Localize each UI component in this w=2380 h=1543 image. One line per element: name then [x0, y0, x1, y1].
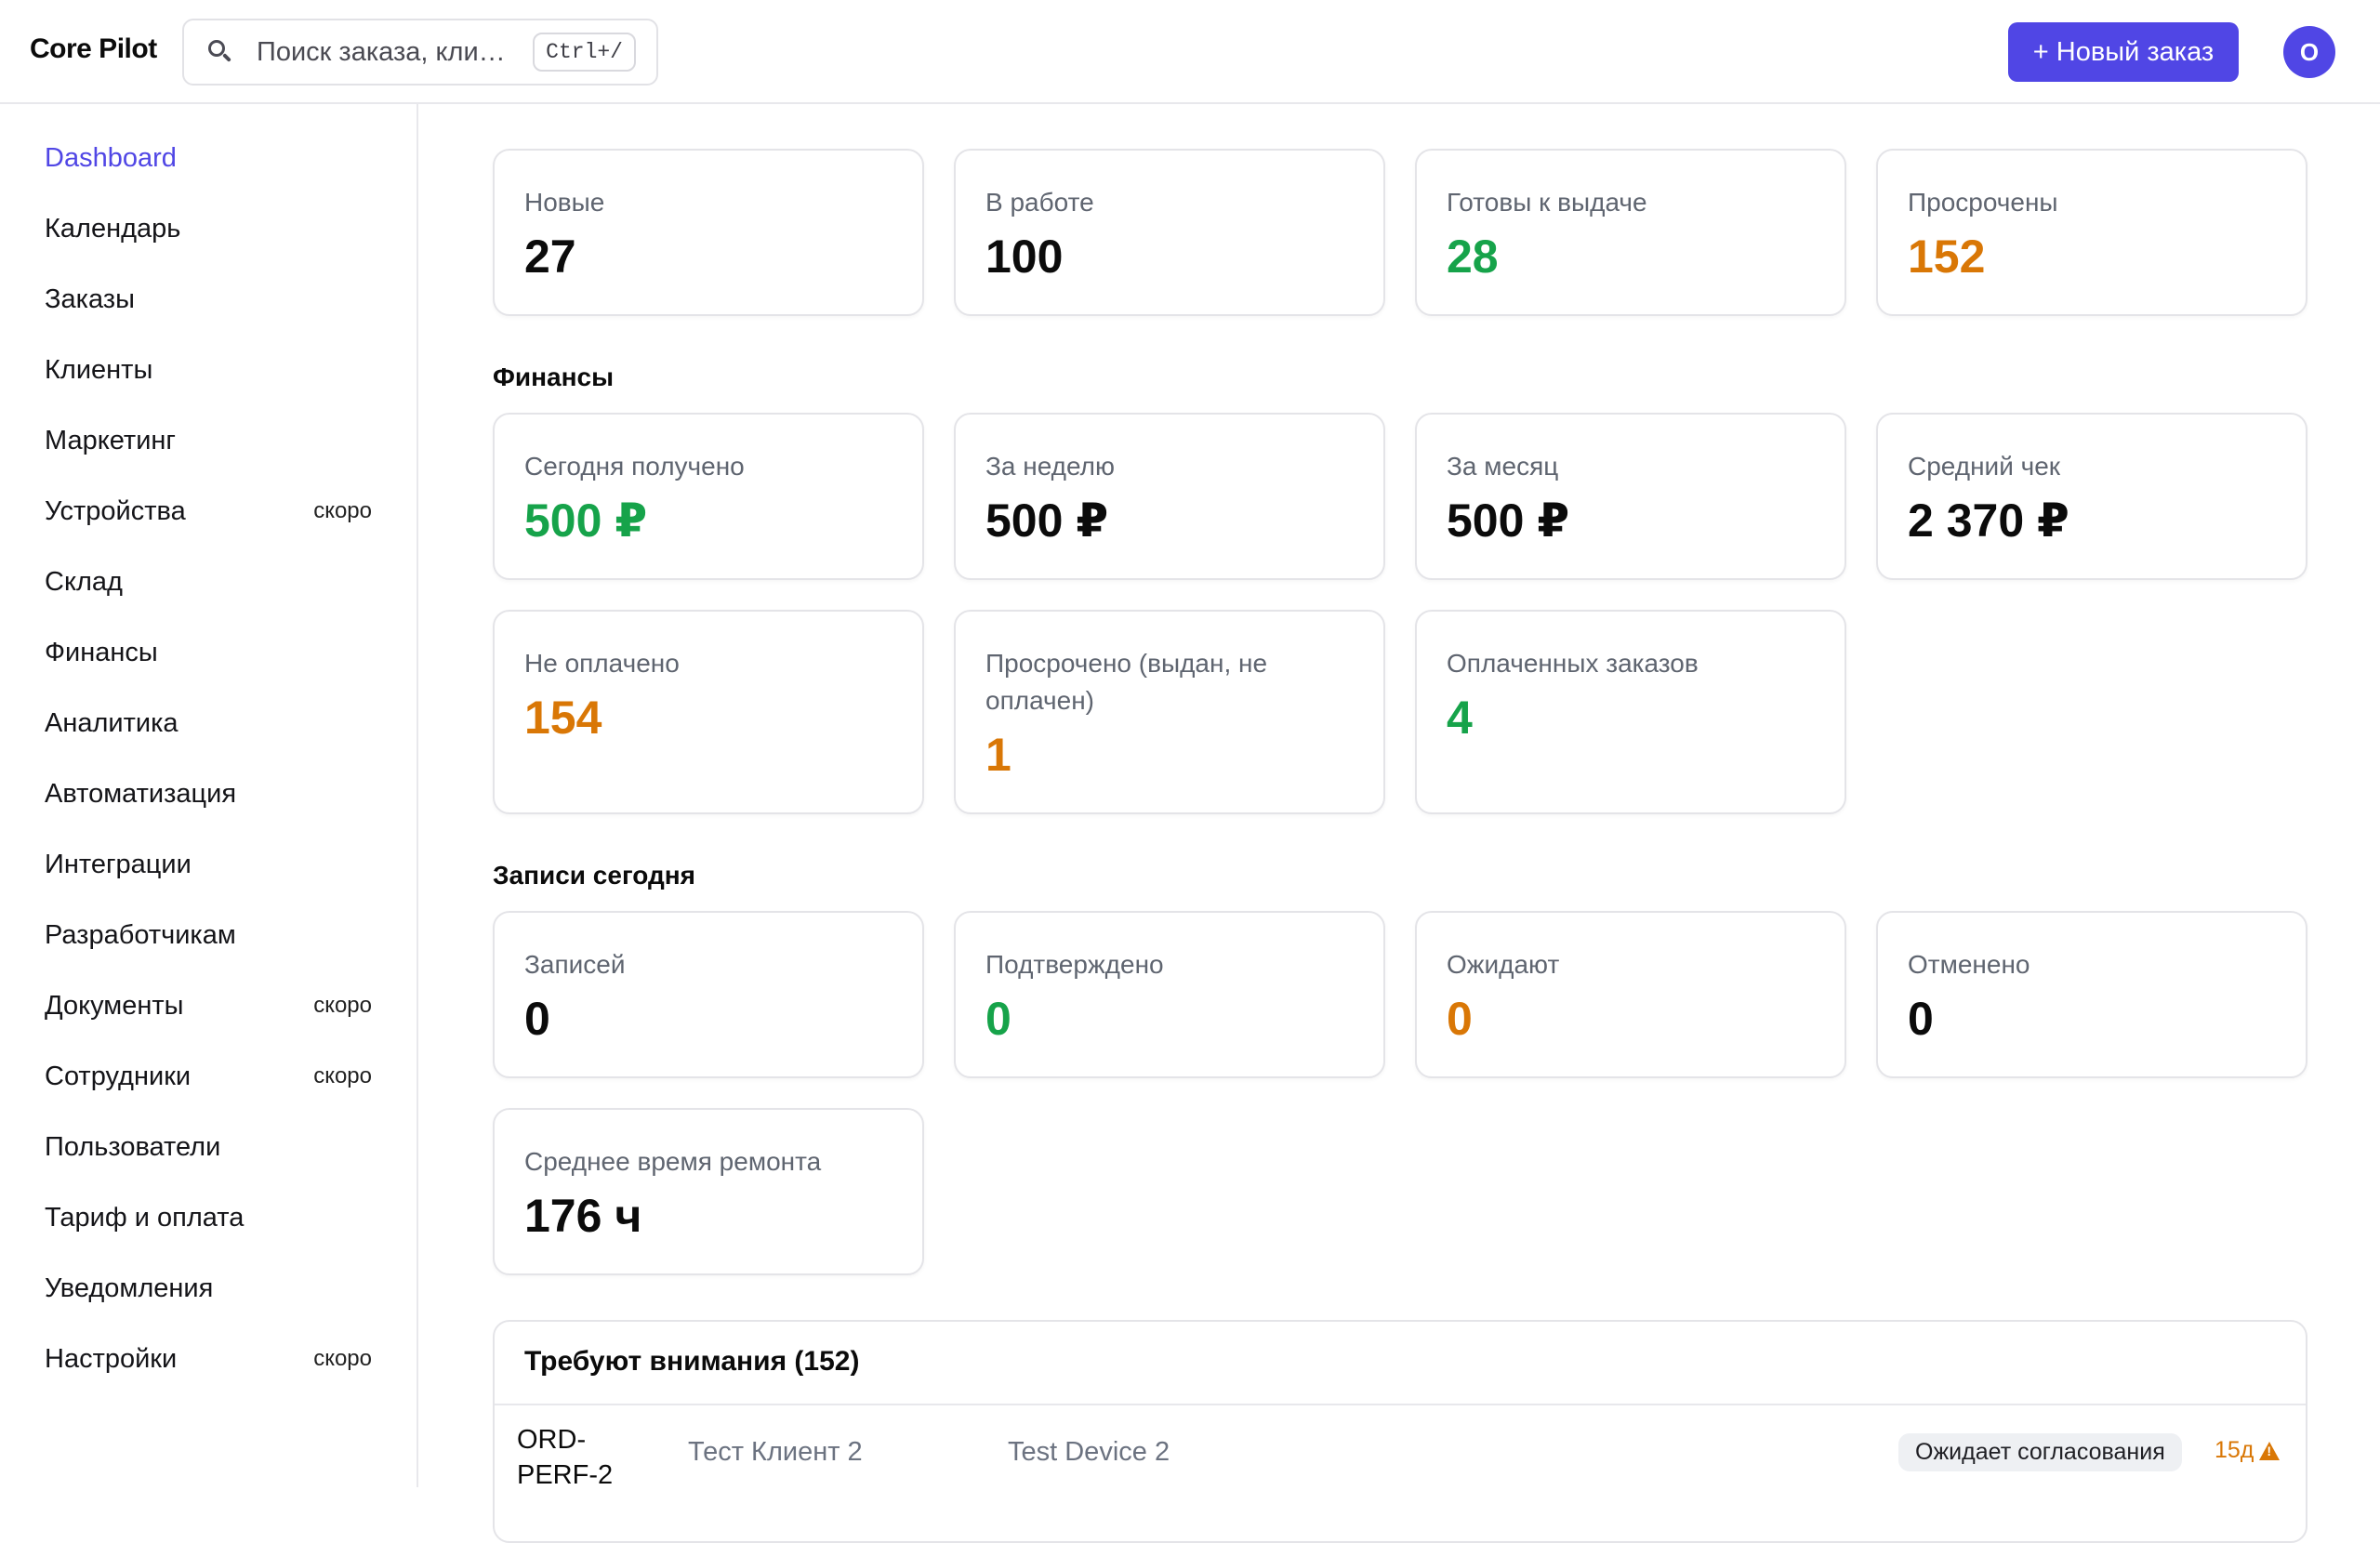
search-icon	[205, 38, 232, 66]
stat-card-in-progress[interactable]: В работе 100	[954, 149, 1385, 316]
sidebar-item-developers[interactable]: Разработчикам	[45, 919, 236, 950]
stat-label: Среднее время ремонта	[524, 1147, 822, 1176]
warning-icon	[2259, 1441, 2281, 1460]
sidebar-item-automation[interactable]: Автоматизация	[45, 778, 237, 809]
sidebar-item-documents[interactable]: Документы скоро	[45, 990, 372, 1021]
attention-title: Требуют внимания (152)	[524, 1346, 860, 1377]
stat-card-new[interactable]: Новые 27	[493, 149, 924, 316]
overdue-age: 15д	[2215, 1437, 2281, 1464]
stat-value: 0	[1447, 993, 1473, 1045]
sidebar-item-marketing[interactable]: Маркетинг	[45, 425, 176, 455]
finance-card-overdue-unpaid[interactable]: Просрочено (выдан, не оплачен) 1	[954, 610, 1385, 814]
order-number[interactable]: ORD-PERF-2	[517, 1425, 614, 1490]
stat-label: Записей	[524, 950, 626, 979]
stat-value: 0	[1908, 993, 1934, 1045]
soon-badge: скоро	[313, 993, 372, 1018]
stat-label: Подтверждено	[985, 950, 1164, 979]
soon-badge: скоро	[313, 1063, 372, 1088]
finance-card-average-check[interactable]: Средний чек 2 370 ₽	[1876, 413, 2307, 580]
search-input[interactable]	[257, 36, 517, 68]
status-badge: Ожидает согласования	[1898, 1433, 2182, 1471]
stat-value: 4	[1447, 692, 1473, 744]
sidebar-item-analytics[interactable]: Аналитика	[45, 707, 178, 738]
divider	[495, 1404, 2306, 1405]
stat-value: 100	[985, 231, 1064, 283]
stat-value: 500 ₽	[1447, 495, 1570, 547]
stat-label: Ожидают	[1447, 950, 1560, 979]
stat-label: В работе	[985, 188, 1094, 217]
stat-value: 27	[524, 231, 576, 283]
stat-value: 0	[524, 993, 550, 1045]
shortcut-hint: Ctrl+/	[533, 33, 636, 72]
sidebar-item-users[interactable]: Пользователи	[45, 1131, 221, 1162]
stat-value: 154	[524, 692, 602, 744]
finance-card-today[interactable]: Сегодня получено 500 ₽	[493, 413, 924, 580]
user-avatar[interactable]: O	[2283, 26, 2335, 78]
sidebar-item-orders[interactable]: Заказы	[45, 284, 135, 314]
brand-logo[interactable]: Core Pilot	[30, 33, 157, 64]
device-name: Test Device 2	[1008, 1437, 1170, 1467]
avg-repair-time-card[interactable]: Среднее время ремонта 176 ч	[493, 1108, 924, 1275]
stat-label: Новые	[524, 188, 605, 217]
stat-value: 152	[1908, 231, 1986, 283]
new-order-button[interactable]: + Новый заказ	[2008, 22, 2239, 82]
appointments-card-confirmed[interactable]: Подтверждено 0	[954, 911, 1385, 1078]
stat-label: Просрочены	[1908, 188, 2058, 217]
finance-card-paid-orders[interactable]: Оплаченных заказов 4	[1415, 610, 1846, 814]
stat-label: Оплаченных заказов	[1447, 649, 1699, 678]
sidebar-item-notifications[interactable]: Уведомления	[45, 1273, 214, 1303]
sidebar-item-finance[interactable]: Финансы	[45, 637, 158, 667]
stat-label: За месяц	[1447, 452, 1559, 481]
appointments-card-total[interactable]: Записей 0	[493, 911, 924, 1078]
attention-panel: Требуют внимания (152) ORD-PERF-2 Тест К…	[493, 1320, 2307, 1543]
finance-card-month[interactable]: За месяц 500 ₽	[1415, 413, 1846, 580]
finance-card-week[interactable]: За неделю 500 ₽	[954, 413, 1385, 580]
sidebar-item-billing[interactable]: Тариф и оплата	[45, 1202, 245, 1233]
stat-value: 2 370 ₽	[1908, 495, 2069, 547]
age-value: 15д	[2215, 1437, 2254, 1463]
soon-badge: скоро	[313, 498, 372, 523]
stat-value: 28	[1447, 231, 1499, 283]
stat-card-ready[interactable]: Готовы к выдаче 28	[1415, 149, 1846, 316]
finance-section-title: Финансы	[493, 363, 614, 391]
stat-label: Отменено	[1908, 950, 2030, 979]
sidebar-item-integrations[interactable]: Интеграции	[45, 849, 192, 879]
stat-value: 500 ₽	[985, 495, 1109, 547]
sidebar-item-calendar[interactable]: Календарь	[45, 213, 181, 244]
client-name: Тест Клиент 2	[688, 1437, 863, 1467]
table-row[interactable]: ORD-PERF-2 Тест Клиент 2 Test Device 2 О…	[495, 1405, 2306, 1517]
appointments-section-title: Записи сегодня	[493, 861, 695, 890]
stat-label: За неделю	[985, 452, 1116, 481]
appointments-card-waiting[interactable]: Ожидают 0	[1415, 911, 1846, 1078]
sidebar-item-settings[interactable]: Настройки скоро	[45, 1343, 372, 1374]
stat-value: 0	[985, 993, 1012, 1045]
search-box[interactable]: Ctrl+/	[182, 19, 658, 86]
sidebar-item-dashboard[interactable]: Dashboard	[45, 142, 177, 173]
stat-label: Средний чек	[1908, 452, 2061, 481]
stat-label: Сегодня получено	[524, 452, 745, 481]
sidebar: Dashboard Календарь Заказы Клиенты Марке…	[0, 104, 418, 1487]
stat-card-overdue[interactable]: Просрочены 152	[1876, 149, 2307, 316]
stat-value: 500 ₽	[524, 495, 648, 547]
sidebar-item-warehouse[interactable]: Склад	[45, 566, 123, 597]
appointments-card-cancelled[interactable]: Отменено 0	[1876, 911, 2307, 1078]
stat-label: Не оплачено	[524, 649, 680, 678]
top-bar: Core Pilot Ctrl+/ + Новый заказ O	[0, 0, 2380, 104]
stat-value: 1	[985, 729, 1012, 781]
sidebar-item-devices[interactable]: Устройства скоро	[45, 495, 372, 526]
stat-value: 176 ч	[524, 1190, 642, 1242]
finance-card-unpaid[interactable]: Не оплачено 154	[493, 610, 924, 814]
sidebar-item-employees[interactable]: Сотрудники скоро	[45, 1061, 372, 1091]
stat-label: Готовы к выдаче	[1447, 188, 1647, 217]
stat-label: Просрочено (выдан, не оплачен)	[985, 649, 1268, 715]
soon-badge: скоро	[313, 1346, 372, 1371]
sidebar-item-clients[interactable]: Клиенты	[45, 354, 153, 385]
